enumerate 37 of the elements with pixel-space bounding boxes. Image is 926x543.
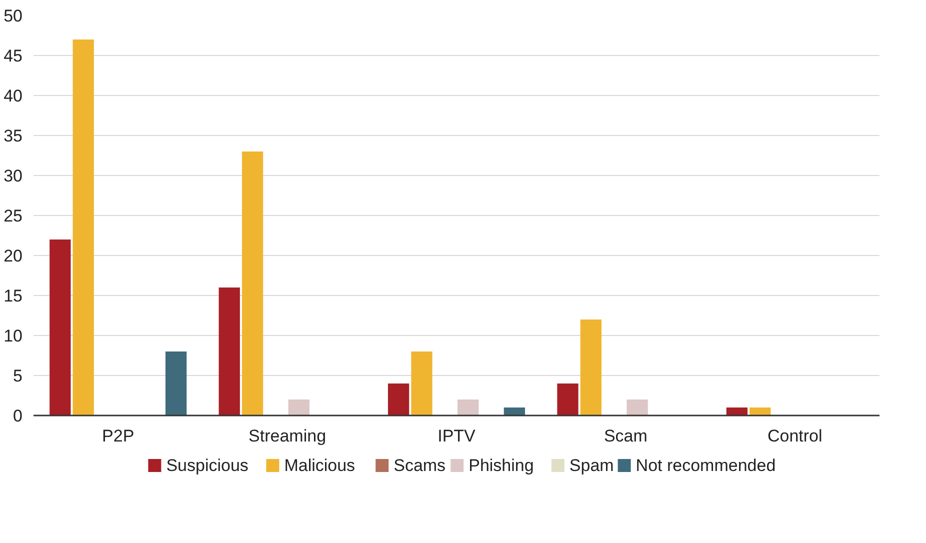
bar	[288, 400, 310, 416]
bar	[750, 408, 771, 416]
y-tick-label: 0	[13, 406, 23, 426]
x-tick-label: P2P	[102, 426, 134, 446]
y-tick-label: 25	[4, 206, 23, 226]
bar	[557, 384, 578, 416]
y-tick-label: 20	[4, 246, 23, 266]
y-tick-label: 35	[4, 126, 23, 146]
bar	[218, 288, 240, 416]
y-tick-label: 10	[4, 326, 23, 346]
bar	[388, 384, 410, 416]
x-tick-label: Scam	[604, 426, 648, 446]
bar	[242, 152, 264, 416]
y-tick-label: 5	[13, 366, 23, 386]
x-tick-label: Control	[768, 426, 822, 446]
legend-label: Phishing	[468, 456, 534, 475]
y-tick-label: 45	[4, 46, 23, 66]
legend-label: Spam	[569, 456, 614, 475]
bar	[726, 408, 748, 416]
bar	[626, 400, 648, 416]
y-tick-label: 15	[4, 286, 23, 306]
bar	[580, 320, 602, 416]
bar	[504, 408, 526, 416]
legend-label: Not recommended	[636, 456, 776, 475]
legend-label: Suspicious	[166, 456, 248, 475]
bar	[165, 352, 187, 416]
x-tick-label: IPTV	[438, 426, 476, 446]
y-tick-label: 50	[4, 6, 23, 26]
legend-label: Malicious	[284, 456, 356, 475]
x-tick-label: Streaming	[248, 426, 326, 446]
bar	[458, 400, 479, 416]
bar	[72, 40, 94, 416]
bar	[50, 240, 71, 416]
legend-label: Scams	[394, 456, 446, 475]
bar	[411, 352, 432, 416]
y-tick-label: 40	[4, 86, 23, 106]
y-tick-label: 30	[4, 166, 23, 186]
